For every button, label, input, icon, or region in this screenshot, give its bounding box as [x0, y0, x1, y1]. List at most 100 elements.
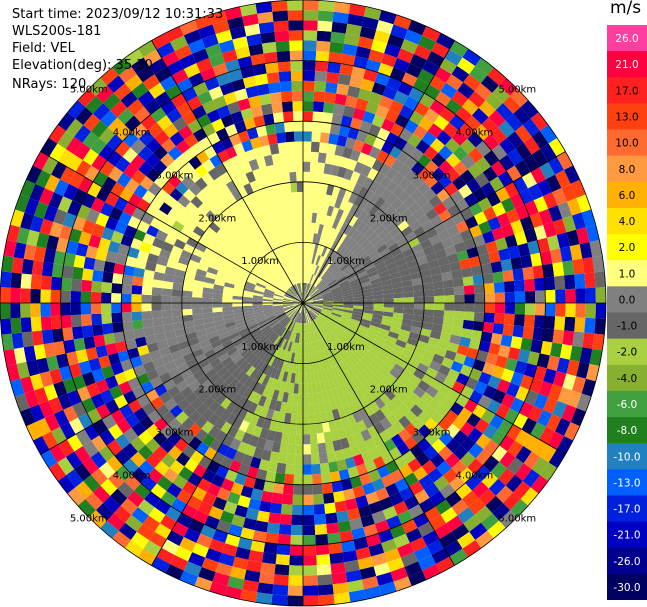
velocity-bin	[570, 179, 586, 199]
velocity-bin	[136, 65, 155, 83]
velocity-bin	[478, 100, 496, 118]
velocity-bin	[240, 589, 258, 603]
velocity-bin	[437, 339, 450, 350]
velocity-bin	[189, 231, 202, 243]
velocity-bin	[381, 118, 395, 133]
velocity-bin	[278, 71, 292, 83]
velocity-bin	[208, 193, 221, 206]
velocity-bin	[523, 434, 540, 452]
velocity-bin	[483, 282, 495, 294]
velocity-bin	[274, 290, 285, 296]
velocity-bin	[311, 342, 317, 353]
velocity-bin	[266, 387, 275, 400]
velocity-bin	[348, 390, 359, 402]
velocity-bin	[546, 355, 560, 371]
velocity-bin	[388, 210, 401, 222]
velocity-bin	[307, 393, 314, 404]
velocity-bin	[144, 334, 157, 345]
velocity-bin	[266, 365, 275, 377]
velocity-bin	[150, 483, 167, 500]
velocity-bin	[375, 104, 390, 119]
velocity-bin	[324, 358, 332, 370]
velocity-bin	[383, 339, 396, 349]
velocity-bin	[98, 445, 115, 462]
velocity-bin	[327, 279, 337, 287]
velocity-bin	[453, 161, 468, 176]
velocity-bin	[313, 254, 319, 265]
velocity-bin	[93, 419, 109, 436]
velocity-bin	[51, 161, 67, 180]
velocity-bin	[579, 242, 593, 259]
velocity-bin	[326, 451, 337, 463]
velocity-bin	[280, 162, 290, 174]
velocity-bin	[467, 427, 483, 443]
velocity-bin	[455, 372, 470, 386]
velocity-bin	[261, 219, 271, 232]
velocity-bin	[58, 148, 75, 167]
velocity-bin	[166, 60, 184, 76]
velocity-bin	[221, 49, 238, 63]
velocity-bin	[225, 413, 238, 426]
velocity-bin	[362, 291, 374, 297]
velocity-bin	[101, 365, 115, 380]
velocity-bin	[287, 288, 296, 297]
velocity-bin	[180, 368, 193, 381]
velocity-bin	[138, 130, 155, 146]
velocity-bin	[232, 303, 243, 307]
velocity-bin	[298, 262, 302, 273]
velocity-bin	[360, 238, 371, 249]
velocity-bin	[323, 194, 332, 206]
velocity-bin	[407, 133, 422, 148]
velocity-bin	[277, 314, 287, 321]
velocity-bin	[378, 430, 392, 443]
velocity-bin	[267, 316, 277, 324]
velocity-bin	[395, 203, 409, 216]
velocity-bin	[171, 521, 189, 537]
velocity-bin	[278, 224, 285, 236]
velocity-bin	[294, 464, 303, 475]
velocity-bin	[322, 271, 331, 281]
velocity-bin	[355, 495, 369, 508]
velocity-bin	[170, 350, 184, 361]
velocity-bin	[172, 392, 186, 405]
velocity-bin	[85, 245, 99, 259]
velocity-bin	[252, 295, 264, 299]
velocity-bin	[257, 210, 267, 223]
velocity-bin	[75, 159, 92, 177]
velocity-bin	[540, 250, 553, 266]
velocity-bin	[247, 323, 259, 331]
velocity-bin	[82, 325, 94, 338]
velocity-bin	[363, 299, 374, 303]
velocity-bin	[247, 401, 258, 414]
velocity-bin	[359, 120, 372, 134]
velocity-bin	[327, 61, 341, 74]
velocity-bin	[122, 131, 139, 148]
velocity-bin	[303, 393, 309, 404]
velocity-bin	[362, 312, 373, 318]
velocity-bin	[430, 138, 445, 153]
velocity-bin	[192, 225, 205, 237]
velocity-bin	[332, 306, 344, 310]
velocity-bin	[117, 107, 135, 125]
velocity-bin	[312, 362, 318, 373]
velocity-bin	[262, 306, 274, 310]
velocity-bin	[297, 393, 303, 404]
velocity-bin	[313, 91, 326, 103]
velocity-bin	[279, 214, 287, 225]
velocity-bin	[150, 217, 164, 230]
velocity-bin	[92, 269, 104, 282]
range-ring-label: 2.00km	[370, 385, 408, 396]
velocity-bin	[328, 174, 337, 186]
velocity-bin	[115, 253, 128, 266]
velocity-bin	[237, 252, 249, 262]
velocity-bin	[250, 328, 261, 337]
velocity-bin	[267, 133, 278, 145]
velocity-bin	[370, 39, 388, 54]
velocity-bin	[395, 257, 407, 267]
field-label: Field: VEL	[12, 41, 75, 56]
velocity-bin	[499, 137, 516, 155]
velocity-bin	[300, 262, 303, 273]
velocity-bin	[318, 452, 329, 464]
velocity-bin	[303, 101, 314, 112]
velocity-bin	[315, 340, 322, 352]
